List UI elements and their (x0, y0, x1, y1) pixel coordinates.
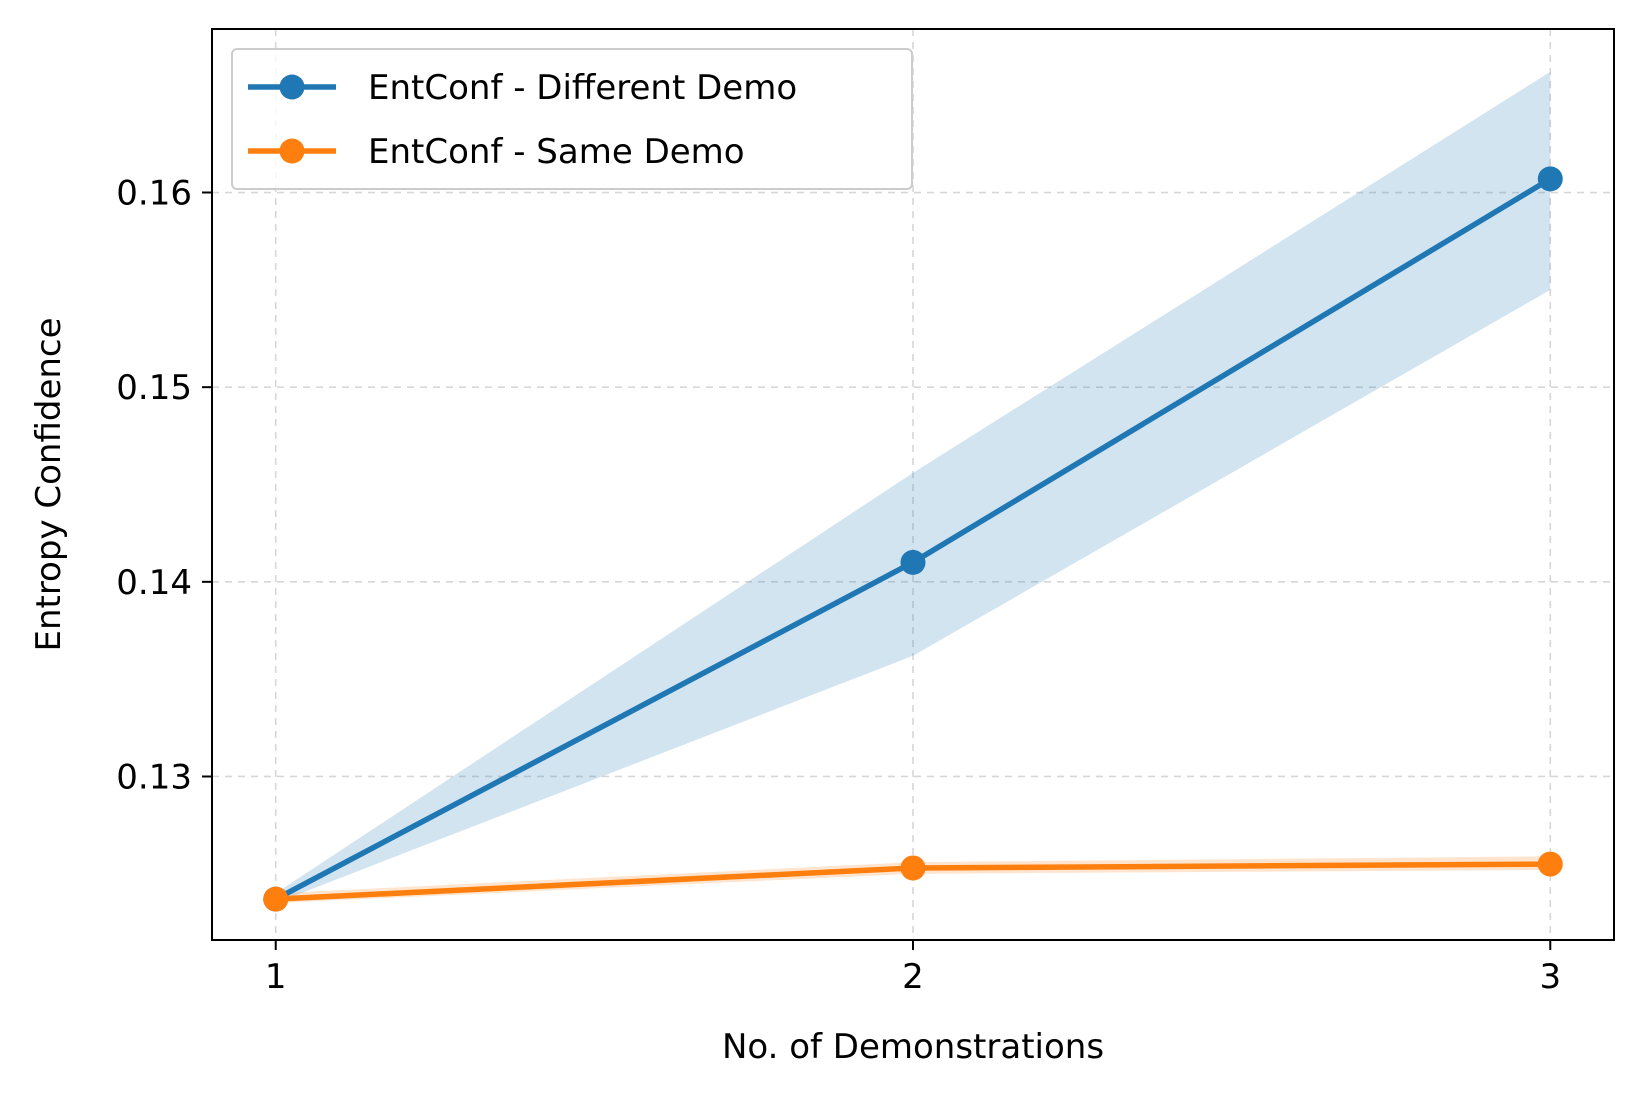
grid-lines (212, 29, 1614, 940)
x-tick-label: 2 (902, 957, 924, 997)
x-tick-label: 1 (265, 957, 287, 997)
y-tick-label: 0.15 (116, 368, 192, 408)
y-axis-ticks: 0.13 0.14 0.15 0.16 (116, 174, 212, 797)
confidence-band-series-1 (275, 71, 1551, 904)
x-axis-label: No. of Demonstrations (722, 1027, 1104, 1067)
x-axis-ticks: 1 2 3 (265, 940, 1561, 997)
legend-label: EntConf - Same Demo (368, 132, 745, 172)
data-point-series-2 (263, 886, 289, 912)
y-tick-label: 0.13 (116, 757, 192, 797)
data-point-series-1 (1537, 166, 1563, 192)
data-point-series-2 (1537, 851, 1563, 877)
data-point-series-1 (900, 549, 926, 575)
data-point-series-2 (900, 855, 926, 881)
series-markers (263, 166, 1563, 912)
y-tick-label: 0.16 (116, 174, 192, 214)
x-tick-label: 3 (1539, 957, 1561, 997)
legend-box (231, 48, 913, 190)
legend-label: EntConf - Different Demo (368, 68, 797, 108)
legend-marker-swatch (279, 74, 305, 100)
legend-marker-swatch (279, 138, 305, 164)
legend: EntConf - Different Demo EntConf - Same D… (231, 48, 913, 190)
y-tick-label: 0.14 (116, 563, 192, 603)
y-axis-label: Entropy Confidence (29, 317, 69, 651)
